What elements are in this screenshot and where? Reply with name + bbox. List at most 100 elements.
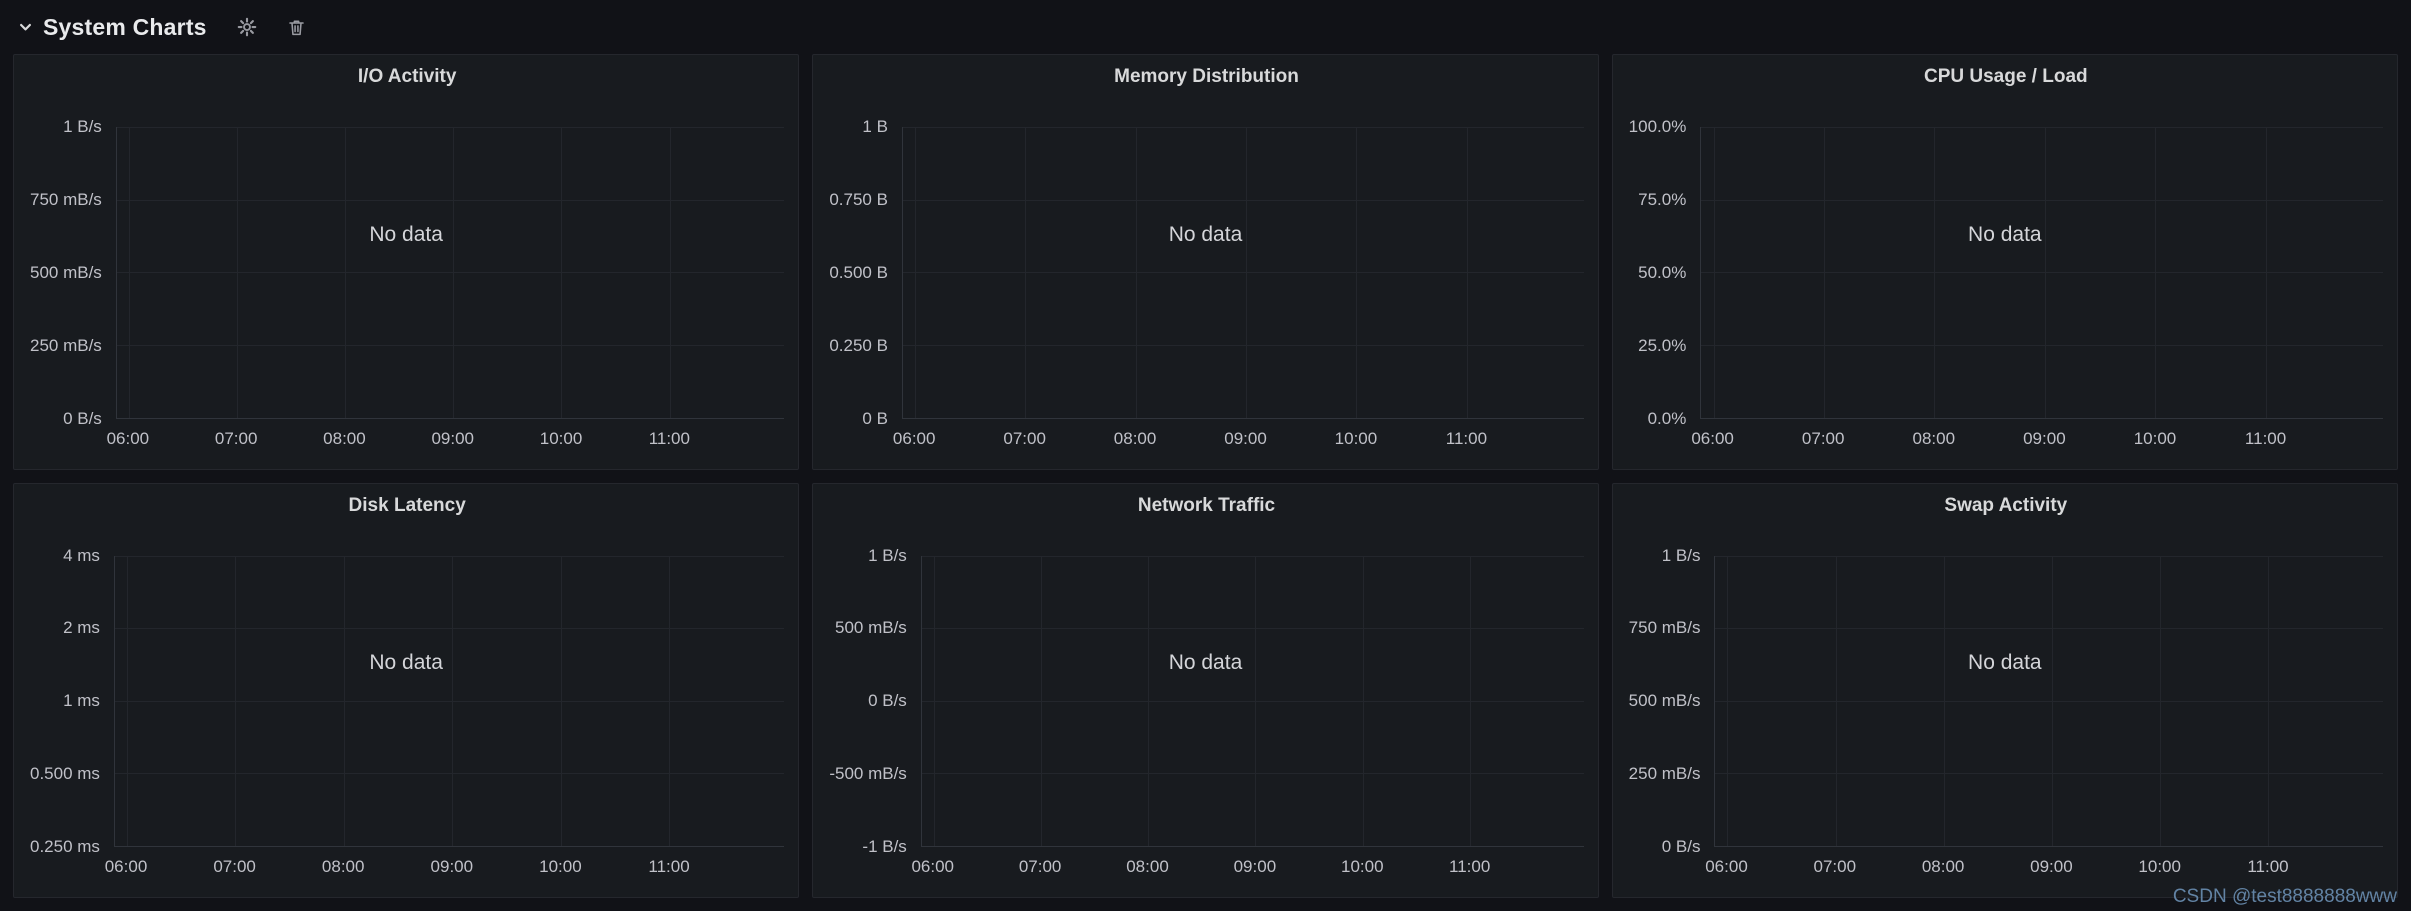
x-tick-label: 07:00 — [1003, 428, 1046, 448]
x-axis: 06:00 07:00 08:00 09:00 10:00 11:00 — [105, 847, 784, 881]
v-gridline — [2265, 127, 2267, 418]
x-tick-label: 10:00 — [2133, 428, 2177, 448]
panel-cpu-usage-load: CPU Usage / Load 100.0% 75.0% 50.0% 25.0% 0.0… — [1611, 54, 2398, 470]
y-tick-label: 0.500 B — [829, 262, 888, 282]
h-gridline — [1715, 555, 2383, 557]
x-tick-label: 07:00 — [1018, 857, 1062, 876]
y-tick-label: 750 mB/s — [30, 189, 102, 209]
x-tick-label: 09:00 — [431, 428, 475, 448]
plot-area[interactable] — [1700, 127, 2383, 419]
v-gridline — [1469, 555, 1471, 846]
y-tick-label: 0.0% — [1647, 408, 1687, 428]
v-gridline — [236, 127, 238, 418]
x-tick-label: 08:00 — [1113, 428, 1157, 448]
v-gridline — [1246, 127, 1248, 418]
x-axis: 06:00 07:00 08:00 09:00 10:00 11:00 — [893, 419, 1584, 453]
gear-button[interactable] — [233, 13, 261, 41]
x-axis: 06:00 07:00 08:00 09:00 10:00 11:00 — [911, 847, 1584, 881]
v-gridline — [1835, 555, 1837, 846]
plot-area[interactable] — [115, 127, 785, 419]
panel-title[interactable]: CPU Usage / Load — [1923, 66, 2088, 87]
v-gridline — [1713, 127, 1715, 418]
x-tick-label: 07:00 — [1813, 857, 1857, 876]
chart-area: 100.0% 75.0% 50.0% 25.0% 0.0% 06:00 07:00 08:00… — [1629, 117, 2383, 453]
x-tick-label: 11:00 — [648, 428, 690, 448]
x-tick-label: 10:00 — [2138, 857, 2181, 876]
x-tick-label: 11:00 — [1449, 857, 1491, 876]
y-axis: 100.0% 75.0% 50.0% 25.0% 0.0% — [1629, 117, 1701, 429]
y-tick-label: 2 ms — [63, 618, 100, 638]
y-axis: 1 B/s 750 mB/s 500 mB/s 250 mB/s 0 B/s — [30, 117, 116, 429]
v-gridline — [933, 555, 935, 846]
y-tick-label: 0.250 B — [829, 335, 888, 355]
h-gridline — [1701, 199, 2383, 201]
v-gridline — [561, 127, 563, 418]
y-tick-label: 0 B — [862, 408, 888, 428]
h-gridline — [921, 773, 1584, 775]
v-gridline — [2160, 555, 2162, 846]
x-axis: 06:00 07:00 08:00 09:00 10:00 11:00 — [1691, 419, 2383, 453]
x-tick-label: 06:00 — [911, 857, 955, 876]
h-gridline — [921, 628, 1584, 630]
y-tick-label: 500 mB/s — [1628, 691, 1701, 711]
h-gridline — [902, 199, 1584, 201]
plot-area[interactable] — [920, 555, 1584, 847]
chart-area: 1 B/s 500 mB/s 0 B/s -500 mB/s -1 B/s 06:00 07… — [829, 546, 1584, 882]
x-tick-label: 06:00 — [106, 428, 150, 448]
h-gridline — [116, 272, 785, 274]
v-gridline — [1934, 127, 1936, 418]
v-gridline — [1824, 127, 1826, 418]
panel-title[interactable]: Swap Activity — [1944, 494, 2068, 516]
v-gridline — [1255, 555, 1257, 846]
x-tick-label: 09:00 — [2030, 857, 2073, 876]
panel-title[interactable]: Network Traffic — [1137, 494, 1276, 516]
x-tick-label: 08:00 — [321, 857, 365, 876]
x-tick-label: 09:00 — [1233, 857, 1277, 876]
plot-area[interactable] — [1714, 555, 2383, 847]
v-gridline — [126, 555, 128, 846]
v-gridline — [560, 555, 562, 846]
h-gridline — [114, 628, 785, 630]
trash-button[interactable] — [283, 14, 310, 41]
y-tick-label: 0 B/s — [63, 408, 102, 428]
v-gridline — [2268, 555, 2270, 846]
panel-title[interactable]: Disk Latency — [348, 494, 466, 516]
h-gridline — [921, 700, 1584, 702]
x-axis: 06:00 07:00 08:00 09:00 10:00 11:00 — [107, 419, 785, 453]
section-title[interactable]: System Charts — [43, 13, 207, 40]
v-gridline — [235, 555, 237, 846]
x-tick-label: 10:00 — [1340, 857, 1384, 876]
x-tick-label: 11:00 — [2247, 857, 2289, 876]
v-gridline — [915, 127, 917, 418]
x-tick-label: 06:00 — [1691, 428, 1734, 448]
panel-title[interactable]: Memory Distribution — [1114, 66, 1299, 87]
x-tick-label: 07:00 — [213, 857, 256, 876]
v-gridline — [1025, 127, 1027, 418]
x-tick-label: 11:00 — [648, 857, 690, 876]
h-gridline — [116, 344, 785, 346]
section-header: System Charts — [0, 0, 2411, 46]
x-axis: 06:00 07:00 08:00 09:00 10:00 11:00 — [1705, 847, 2383, 881]
v-gridline — [1466, 127, 1468, 418]
panel-title[interactable]: I/O Activity — [357, 66, 457, 87]
chart-area: 1 B/s 750 mB/s 500 mB/s 250 mB/s 0 B/s 06:00 0… — [1628, 546, 2383, 882]
v-gridline — [1362, 555, 1364, 846]
v-gridline — [1040, 555, 1042, 846]
x-tick-label: 09:00 — [430, 857, 474, 876]
section-toggle[interactable]: System Charts — [18, 14, 207, 41]
x-tick-label: 09:00 — [1224, 428, 1267, 448]
h-gridline — [902, 272, 1584, 274]
h-gridline — [116, 127, 785, 128]
x-tick-label: 08:00 — [323, 428, 366, 448]
v-gridline — [1727, 555, 1729, 846]
y-axis: 1 B/s 500 mB/s 0 B/s -500 mB/s -1 B/s — [829, 546, 920, 858]
y-tick-label: 1 B — [862, 117, 888, 136]
v-gridline — [1943, 555, 1945, 846]
plot-area[interactable] — [113, 555, 785, 847]
panel-network-traffic: Network Traffic 1 B/s 500 mB/s 0 B/s -500 mB… — [812, 482, 1599, 898]
y-tick-label: 1 B/s — [63, 117, 102, 136]
chevron-down-icon[interactable] — [18, 20, 33, 35]
x-tick-label: 06:00 — [892, 428, 936, 448]
plot-area[interactable] — [901, 127, 1584, 419]
x-tick-label: 08:00 — [1921, 857, 1965, 876]
